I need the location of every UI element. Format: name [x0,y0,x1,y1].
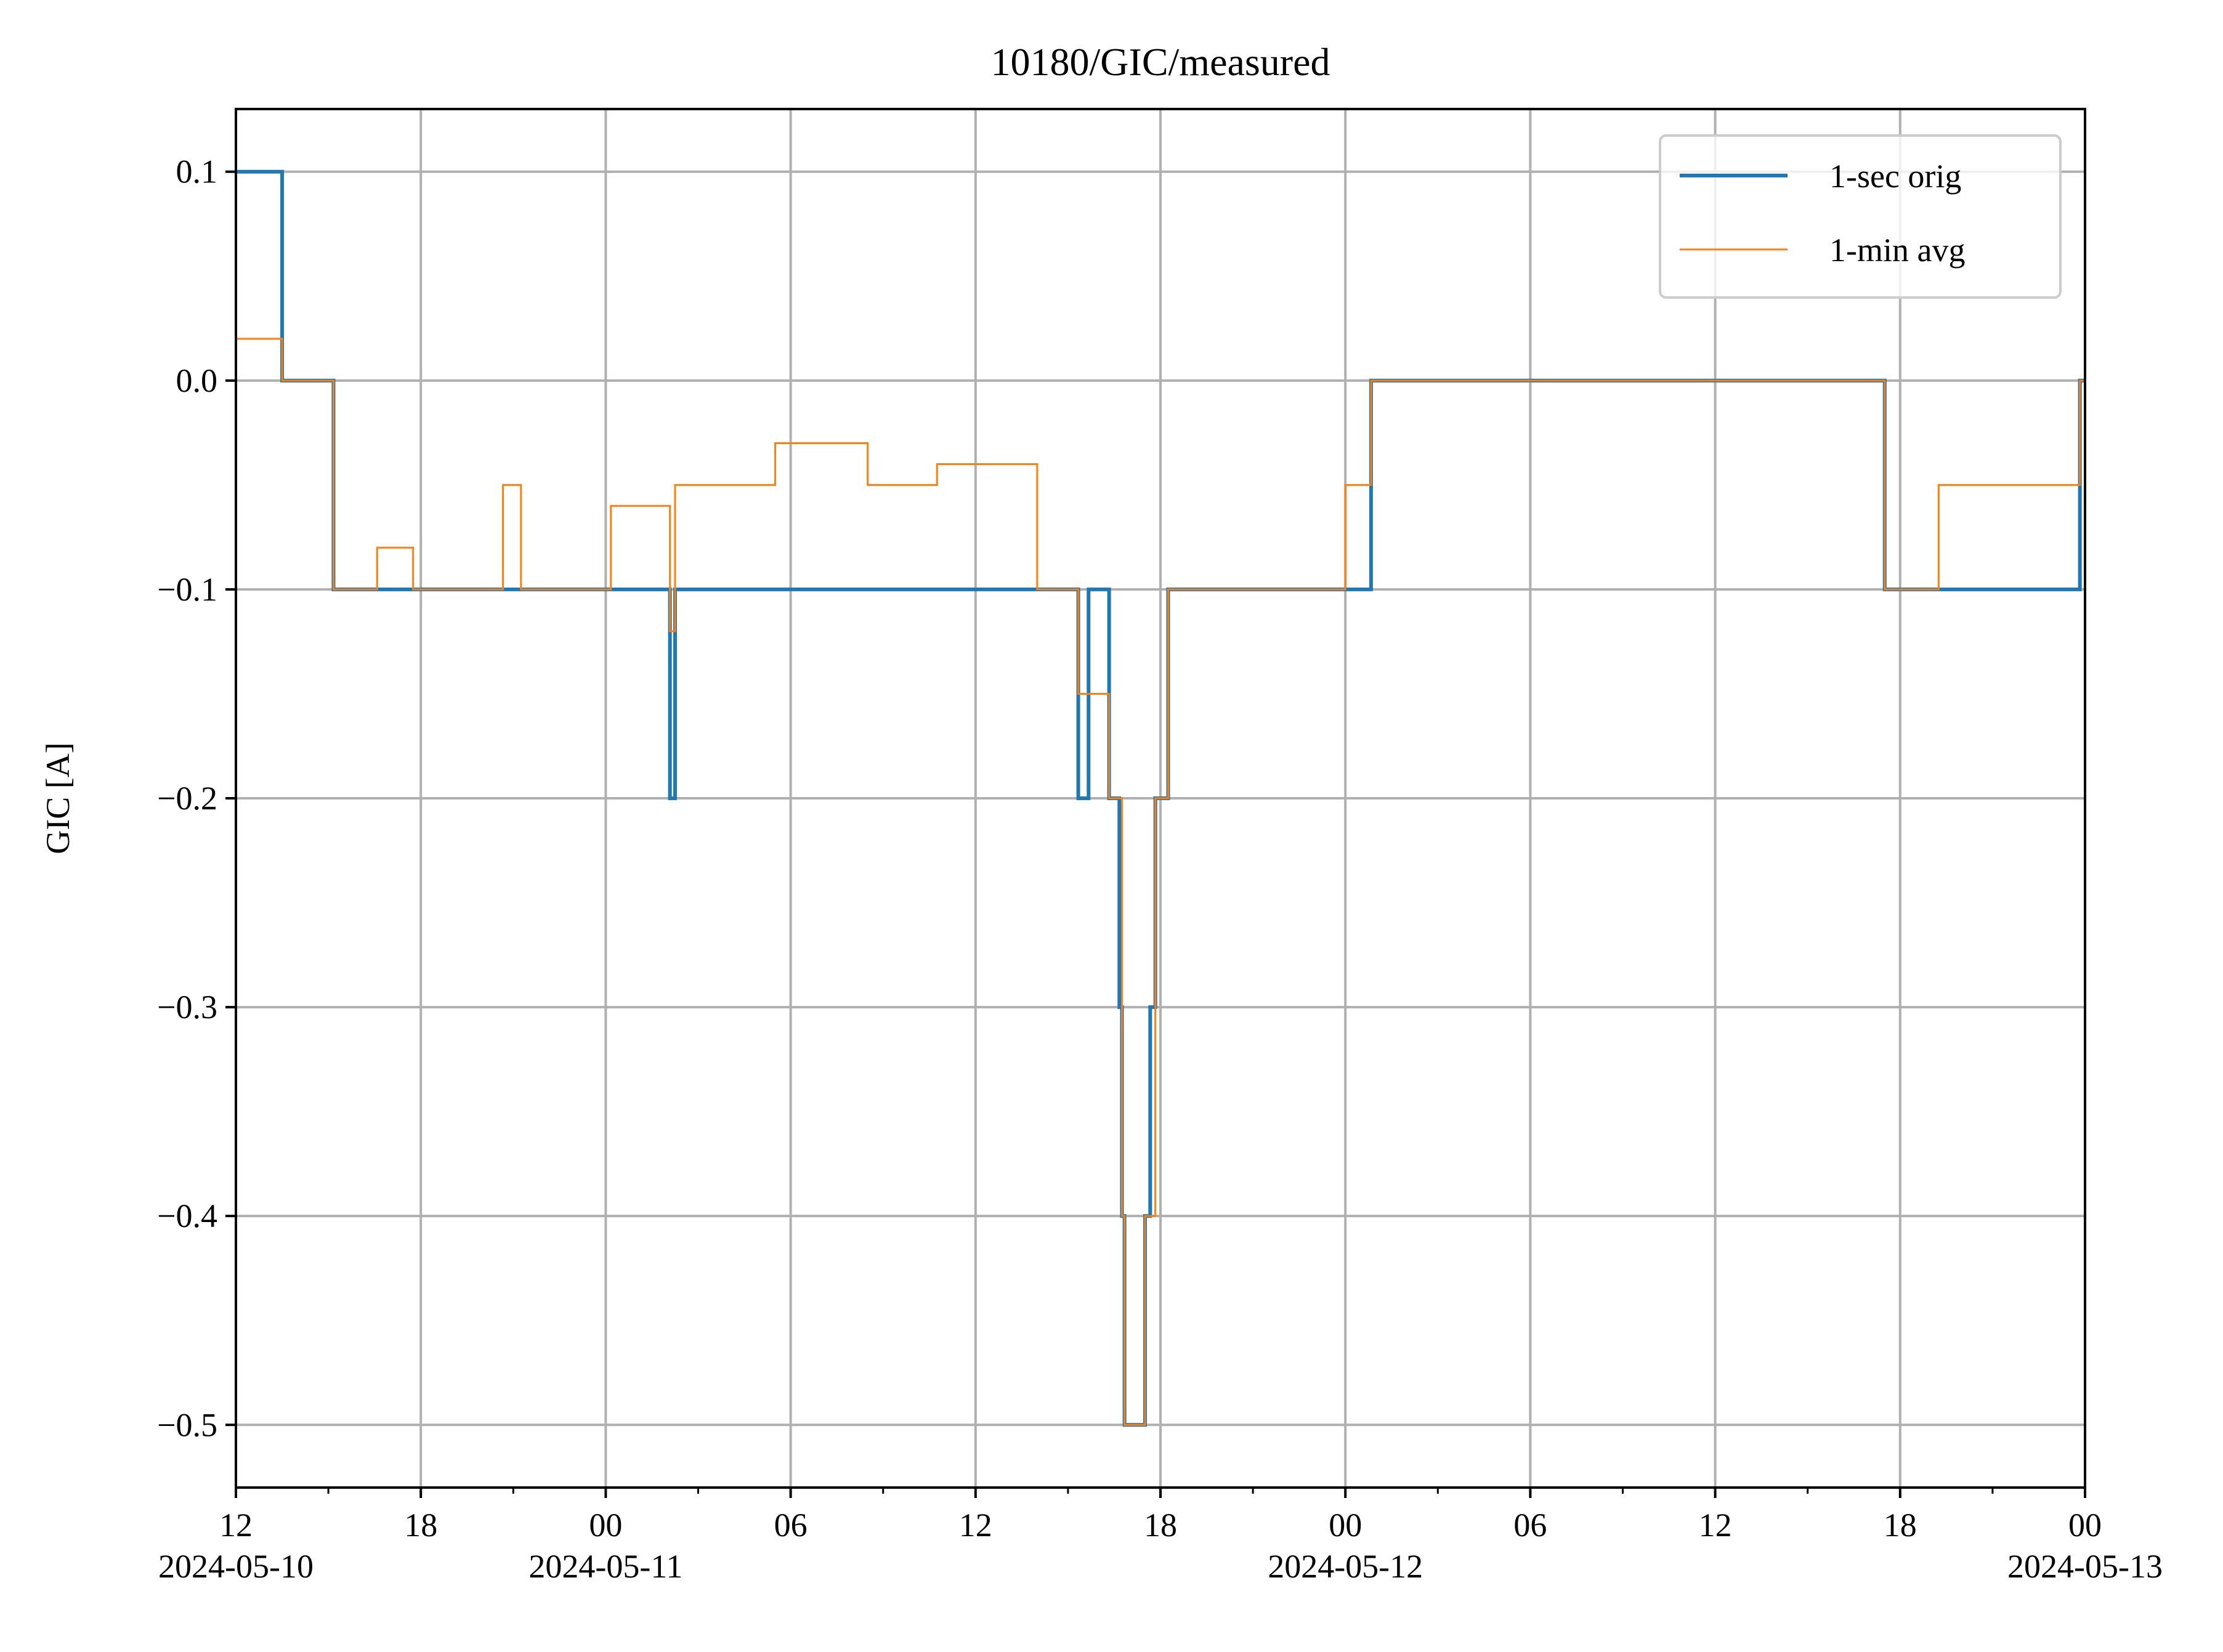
x-tick-date-label: 2024-05-11 [528,1548,682,1585]
y-axis-label: GIC [A] [39,742,76,854]
series-line-1-min-avg [236,338,2085,1426]
x-tick-label: 00 [1329,1507,1362,1544]
x-tick-date-label: 2024-05-12 [1268,1548,1423,1585]
chart-title: 10180/GIC/measured [991,40,1330,84]
y-tick-label: −0.3 [157,989,217,1026]
x-tick-date-label: 2024-05-13 [2007,1548,2163,1585]
x-tick-date-label: 2024-05-10 [158,1548,314,1585]
x-tick-label: 12 [219,1507,253,1544]
x-tick-label: 18 [404,1507,437,1544]
y-tick-label: 0.1 [176,153,218,190]
x-tick-label: 00 [2068,1507,2102,1544]
x-tick-label: 18 [1144,1507,1177,1544]
x-tick-label: 06 [774,1507,808,1544]
grid-lines [235,109,2086,1488]
x-axis-ticks: 12 2024-05-10 18 00 2024-05-11 06 12 18 00 2024-0… [158,1488,2163,1585]
y-tick-label: −0.2 [157,780,217,817]
series-lines [236,169,2085,1427]
legend: 1-sec orig 1-min avg [1659,134,2062,299]
y-tick-label: −0.4 [157,1197,217,1234]
y-tick-label: −0.1 [157,571,217,608]
x-tick-label: 00 [589,1507,622,1544]
x-tick-label: 18 [1884,1507,1917,1544]
x-tick-label: 12 [1699,1507,1732,1544]
x-tick-label: 06 [1513,1507,1547,1544]
y-tick-label: 0.0 [176,362,218,399]
y-tick-label: −0.5 [157,1406,217,1443]
legend-label-1-min-avg: 1-min avg [1829,232,1965,269]
x-tick-label: 12 [959,1507,992,1544]
y-axis-ticks: 0.1 0.0 −0.1 −0.2 −0.3 −0.4 −0.5 [157,153,236,1443]
legend-label-1-sec-orig: 1-sec orig [1829,158,1961,195]
